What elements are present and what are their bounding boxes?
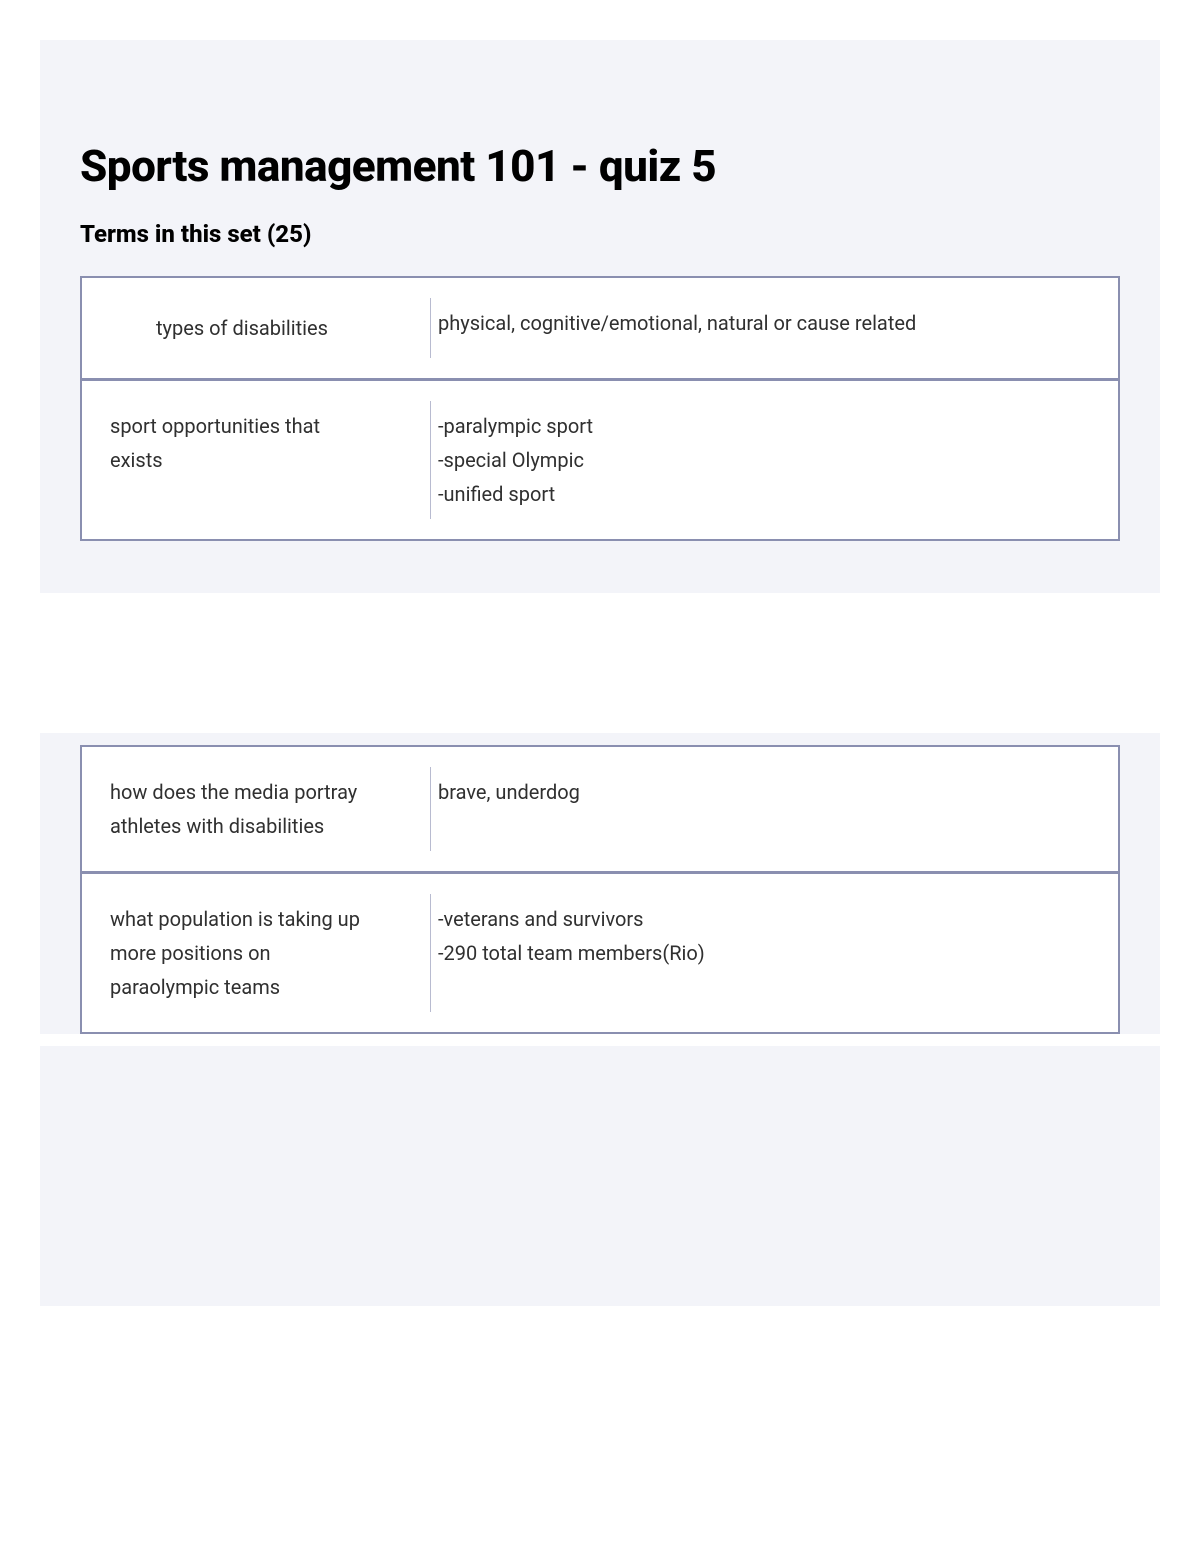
- term-card-group: types of disabilities physical, cognitiv…: [80, 276, 1120, 541]
- term-card-group: how does the media portray athletes with…: [80, 745, 1120, 1034]
- term-label: sport opportunities that exists: [82, 381, 402, 539]
- term-row: what population is taking up more positi…: [82, 871, 1118, 1032]
- term-definition: -paralympic sport -special Olympic -unif…: [402, 381, 1118, 539]
- term-definition: physical, cognitive/emotional, natural o…: [402, 278, 1118, 378]
- section-spacer: [40, 593, 1160, 733]
- page-container: Sports management 101 - quiz 5 Terms in …: [40, 40, 1160, 593]
- term-row: sport opportunities that exists -paralym…: [82, 378, 1118, 539]
- terms-subtitle: Terms in this set (25): [80, 220, 1120, 248]
- column-divider: [430, 401, 431, 519]
- term-label: types of disabilities: [82, 278, 402, 378]
- term-label: how does the media portray athletes with…: [82, 747, 402, 871]
- bottom-padding: [40, 1046, 1160, 1306]
- term-row: how does the media portray athletes with…: [82, 747, 1118, 871]
- column-divider: [430, 894, 431, 1012]
- term-definition: brave, underdog: [402, 747, 1118, 871]
- column-divider: [430, 298, 431, 358]
- term-row: types of disabilities physical, cognitiv…: [82, 278, 1118, 378]
- term-definition: -veterans and survivors -290 total team …: [402, 874, 1118, 1032]
- page-title: Sports management 101 - quiz 5: [80, 140, 1120, 192]
- column-divider: [430, 767, 431, 851]
- page-container-lower: how does the media portray athletes with…: [40, 733, 1160, 1034]
- term-label: what population is taking up more positi…: [82, 874, 402, 1032]
